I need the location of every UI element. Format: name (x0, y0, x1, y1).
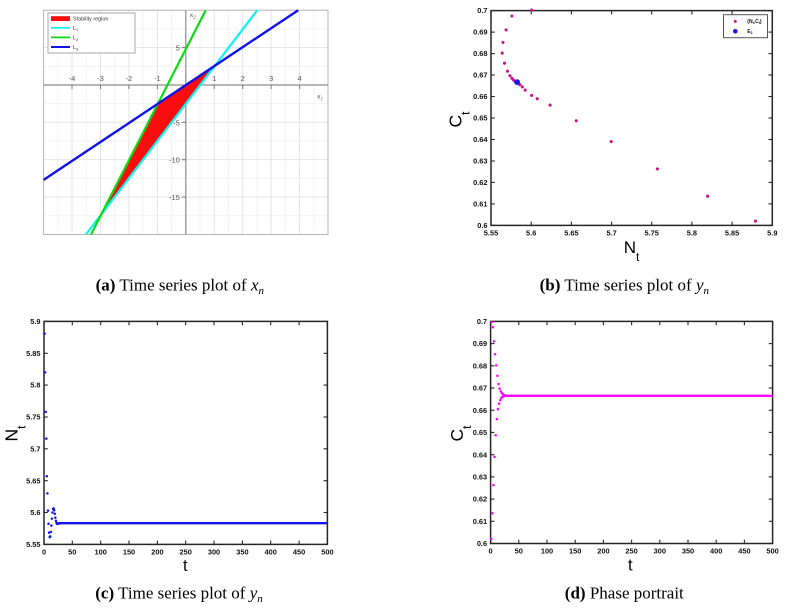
svg-text:0.66: 0.66 (473, 406, 487, 415)
svg-text:Nt: Nt (624, 238, 640, 264)
svg-text:(d) Phase portrait: (d) Phase portrait (565, 583, 684, 602)
svg-text:5: 5 (176, 44, 180, 53)
svg-text:100: 100 (541, 547, 553, 556)
svg-text:5.7: 5.7 (30, 444, 40, 453)
svg-text:0.64: 0.64 (473, 135, 488, 144)
svg-text:-10: -10 (169, 156, 180, 165)
svg-text:0.65: 0.65 (473, 428, 487, 437)
svg-text:0.61: 0.61 (473, 200, 487, 209)
svg-text:0.67: 0.67 (473, 71, 487, 80)
svg-text:-2: -2 (126, 74, 133, 83)
svg-text:5.65: 5.65 (26, 476, 40, 485)
svg-text:450: 450 (738, 547, 750, 556)
svg-text:0.7: 0.7 (477, 6, 487, 15)
svg-text:0.6: 0.6 (477, 221, 487, 230)
svg-text:500: 500 (766, 547, 778, 556)
svg-text:L2: L2 (73, 36, 79, 42)
svg-text:L1: L1 (73, 26, 79, 32)
svg-text:5.8: 5.8 (30, 381, 40, 390)
svg-text:-5: -5 (173, 118, 180, 127)
svg-text:0.65: 0.65 (473, 114, 487, 123)
svg-text:500: 500 (321, 547, 333, 556)
svg-text:100: 100 (95, 547, 107, 556)
svg-text:300: 300 (208, 547, 220, 556)
svg-text:0.66: 0.66 (473, 92, 487, 101)
svg-text:5.85: 5.85 (26, 349, 40, 358)
svg-text:5.9: 5.9 (30, 317, 40, 326)
svg-text:250: 250 (625, 547, 637, 556)
svg-text:t: t (628, 557, 633, 575)
svg-text:(Nt,Ct): (Nt,Ct) (747, 19, 762, 25)
svg-text:5.8: 5.8 (687, 228, 697, 237)
svg-text:5.75: 5.75 (26, 413, 40, 422)
svg-text:Ct: Ct (447, 425, 474, 442)
svg-text:0.63: 0.63 (473, 473, 487, 482)
svg-text:0: 0 (42, 547, 46, 556)
svg-text:Stability region: Stability region (73, 17, 108, 23)
svg-text:0.62: 0.62 (473, 178, 487, 187)
svg-text:0: 0 (489, 547, 493, 556)
svg-text:450: 450 (293, 547, 305, 556)
svg-text:κ2: κ2 (190, 11, 196, 21)
svg-text:0.68: 0.68 (473, 49, 487, 58)
svg-text:(b) Time series plot of yn: (b) Time series plot of yn (540, 276, 710, 298)
svg-text:3: 3 (269, 74, 273, 83)
svg-text:5.9: 5.9 (767, 228, 777, 237)
svg-text:50: 50 (515, 547, 523, 556)
svg-text:0.63: 0.63 (473, 157, 487, 166)
svg-text:0.67: 0.67 (473, 384, 487, 393)
svg-text:0.7: 0.7 (477, 317, 487, 326)
svg-text:50: 50 (68, 547, 76, 556)
svg-text:t: t (183, 557, 188, 575)
svg-text:5.85: 5.85 (725, 228, 739, 237)
svg-text:E2: E2 (747, 29, 752, 35)
svg-text:L3: L3 (73, 45, 79, 51)
svg-text:5.7: 5.7 (606, 228, 616, 237)
svg-text:Nt: Nt (1, 425, 28, 442)
svg-text:0.69: 0.69 (473, 339, 487, 348)
svg-text:150: 150 (123, 547, 135, 556)
svg-text:Ct: Ct (446, 111, 473, 128)
svg-text:350: 350 (682, 547, 694, 556)
svg-text:2: 2 (241, 74, 245, 83)
svg-text:5.75: 5.75 (645, 228, 659, 237)
svg-text:κ1: κ1 (317, 92, 323, 102)
svg-text:0.62: 0.62 (473, 495, 487, 504)
svg-text:150: 150 (569, 547, 581, 556)
svg-text:-1: -1 (154, 74, 161, 83)
svg-text:250: 250 (180, 547, 192, 556)
svg-text:0.69: 0.69 (473, 28, 487, 37)
svg-text:(a) Time series plot of xn: (a) Time series plot of xn (96, 276, 265, 298)
svg-text:1: 1 (212, 74, 216, 83)
svg-text:200: 200 (151, 547, 163, 556)
svg-text:-3: -3 (97, 74, 104, 83)
svg-text:5.55: 5.55 (484, 228, 498, 237)
svg-text:0.61: 0.61 (473, 517, 487, 526)
svg-text:5.55: 5.55 (26, 540, 40, 549)
svg-text:5.65: 5.65 (564, 228, 578, 237)
svg-text:200: 200 (597, 547, 609, 556)
svg-text:5.6: 5.6 (30, 508, 40, 517)
svg-text:300: 300 (654, 547, 666, 556)
svg-text:400: 400 (265, 547, 277, 556)
svg-text:0.6: 0.6 (477, 539, 487, 548)
svg-text:0.68: 0.68 (473, 361, 487, 370)
svg-text:-4: -4 (69, 74, 76, 83)
svg-text:400: 400 (710, 547, 722, 556)
svg-text:-15: -15 (169, 193, 180, 202)
svg-text:350: 350 (236, 547, 248, 556)
svg-text:4: 4 (298, 74, 302, 83)
svg-text:5.6: 5.6 (526, 228, 536, 237)
svg-text:0.64: 0.64 (473, 450, 488, 459)
svg-text:(c) Time series plot of yn: (c) Time series plot of yn (95, 583, 263, 605)
